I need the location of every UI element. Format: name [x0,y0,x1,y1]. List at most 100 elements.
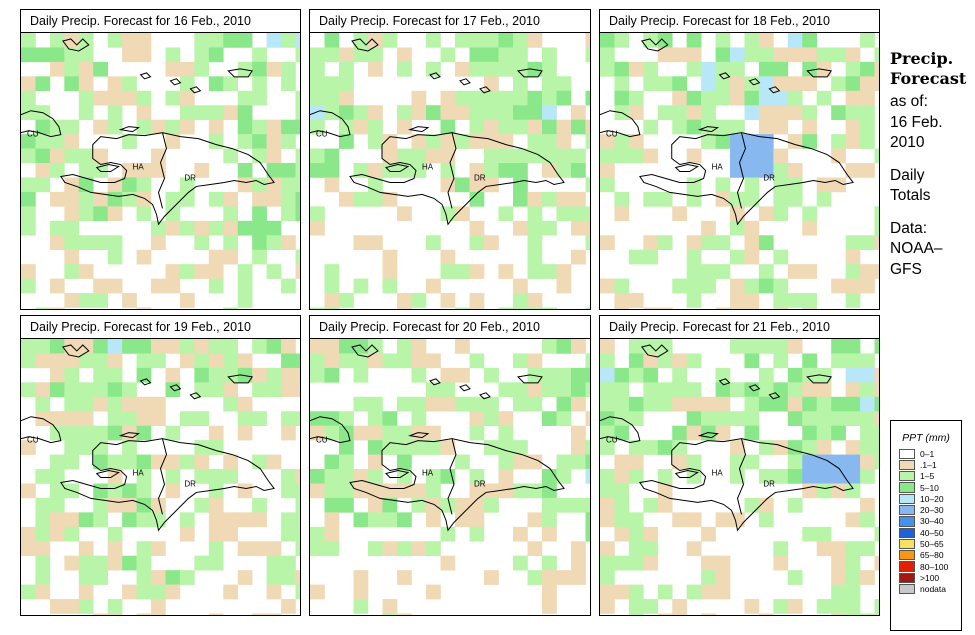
precip-cell [382,440,398,455]
precip-cell [78,570,94,585]
precip-cell [310,163,325,178]
precip-cell [773,76,789,92]
precip-cell [324,47,340,63]
precip-cell [744,177,760,193]
precip-cell [845,293,861,308]
coastline [639,132,854,226]
precip-cell [64,454,80,470]
precip-cell [571,396,586,412]
precip-cell [831,425,846,441]
precip-cell [368,191,383,207]
precip-cell [816,425,832,441]
precip-cell [469,119,485,135]
country-label-dr: DR [474,479,486,488]
precip-cell [758,512,774,528]
precip-cell [223,76,239,92]
precip-cell [223,191,239,207]
country-label-ha: HA [422,163,434,172]
precip-cell [816,541,832,557]
precip-cell [542,191,557,207]
coastline [516,374,543,384]
precip-cell [411,541,427,557]
precip-cell [744,425,760,441]
precip-cell [860,570,875,585]
precip-cell [179,76,195,92]
precip-cell [672,613,687,615]
precip-cell [527,353,543,369]
legend-swatch [899,504,915,516]
precip-cell [758,33,774,48]
precip-cell [440,249,456,265]
precip-cell [484,396,499,412]
precip-cell [353,425,369,441]
precip-cell [585,47,590,63]
legend-swatch [899,459,915,471]
legend-item: 50–65 [891,538,961,550]
precip-cell [35,469,51,484]
precip-cell [64,526,80,542]
precip-cell [324,541,340,557]
precip-cell [382,483,398,499]
precip-cell [194,163,210,178]
precip-cell [831,134,846,149]
precip-cell [773,119,789,135]
precip-cell [585,206,590,222]
precip-cell [266,119,282,135]
precip-cell [600,61,615,77]
precip-cell [136,353,152,369]
precip-cell [469,425,485,441]
precip-cell [107,483,123,499]
precip-cell [339,293,354,308]
precip-cell [382,425,398,441]
precip-cell [49,191,65,207]
precip-cell [295,33,300,48]
precip-cell [831,339,846,354]
coastline [768,392,781,400]
precip-cell [107,396,123,412]
coastline [748,78,761,86]
legend-item: 5–10 [891,482,961,493]
precip-cell [469,469,485,484]
precip-cell [469,483,485,499]
legend-item: .1–1 [891,459,961,471]
precip-cell [527,220,543,236]
precip-cell [397,541,412,557]
precip-map: CU HA DR [21,33,300,309]
precip-cell [787,33,803,48]
precip-cell [527,105,543,120]
coastline [349,132,565,226]
precip-cell [93,367,108,383]
precip-cell [600,555,615,571]
precip-cell [773,339,789,354]
precip-cell [484,134,499,149]
precip-cell [556,134,572,149]
precip-cell [368,119,383,135]
precip-cell [411,353,427,369]
precip-cell [802,353,818,369]
sidebar-daily-line2: Totals [890,187,931,204]
precip-cell [310,76,325,92]
precip-cell [426,61,441,77]
precip-cell [397,425,412,441]
precip-cell [686,191,702,207]
precip-cell [657,307,673,309]
precip-cell [715,134,731,149]
precip-cell [802,454,818,470]
precip-cell [179,411,195,426]
precip-cell [585,454,590,470]
precip-cell [527,264,543,279]
precip-cell [151,570,166,585]
coastline [641,344,669,358]
coastline [447,132,457,209]
precip-cell [208,264,224,279]
precip-cell [93,293,108,308]
precip-cell [571,206,586,222]
precip-cell [527,33,543,48]
precip-cell [686,584,702,600]
coastline [639,438,854,532]
precip-cell [715,119,731,135]
precip-cell [874,339,879,354]
precip-cell [397,483,412,499]
precip-cell [802,264,818,279]
precip-cell [787,382,803,398]
